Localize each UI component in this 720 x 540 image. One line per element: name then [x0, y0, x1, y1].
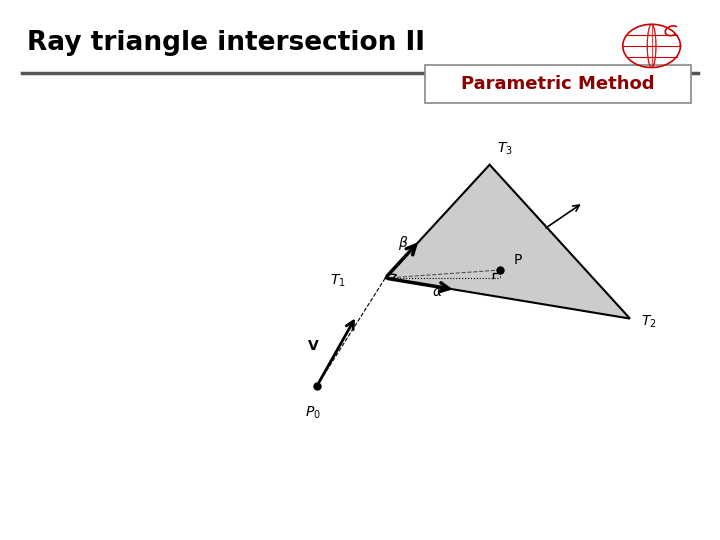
- Text: $T_1$: $T_1$: [330, 273, 346, 289]
- Text: Parametric Method: Parametric Method: [462, 75, 654, 93]
- Text: $T_2$: $T_2$: [641, 313, 657, 329]
- Text: P: P: [513, 253, 522, 267]
- Text: $\beta$: $\beta$: [398, 234, 408, 252]
- FancyBboxPatch shape: [425, 65, 691, 103]
- Polygon shape: [385, 165, 630, 319]
- Text: $\alpha$: $\alpha$: [432, 285, 443, 299]
- Text: V: V: [308, 339, 319, 353]
- Text: $P_0$: $P_0$: [305, 405, 321, 421]
- Text: Ray triangle intersection II: Ray triangle intersection II: [27, 30, 426, 56]
- Text: $T_3$: $T_3$: [497, 140, 513, 157]
